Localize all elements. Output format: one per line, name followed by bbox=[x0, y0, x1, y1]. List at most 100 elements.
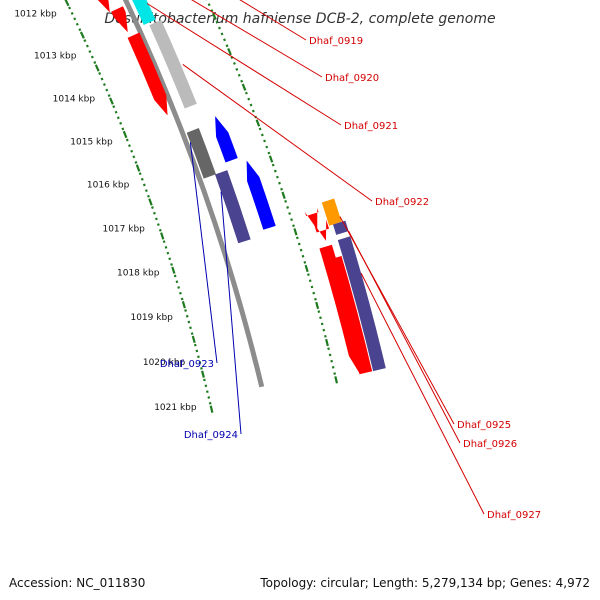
scale-tick bbox=[301, 254, 305, 258]
gene-leader-line bbox=[182, 64, 373, 202]
scale-tick bbox=[160, 232, 165, 240]
scale-tick bbox=[138, 172, 142, 176]
feature-arc bbox=[319, 244, 362, 375]
scale-tick bbox=[116, 116, 120, 120]
scale-tick bbox=[185, 314, 189, 318]
feature-arc bbox=[111, 6, 128, 33]
scale-tick bbox=[276, 175, 279, 179]
scale-tick bbox=[249, 103, 253, 107]
scale-label: 1018 kbp bbox=[117, 269, 160, 279]
scale-tick bbox=[193, 343, 197, 347]
scale-tick bbox=[90, 55, 94, 59]
scale-label: 1012 kbp bbox=[14, 10, 57, 20]
scale-tick bbox=[142, 183, 146, 187]
scale-tick bbox=[203, 378, 206, 382]
scale-tick bbox=[177, 286, 181, 289]
scale-tick bbox=[195, 349, 199, 353]
scale-tick bbox=[148, 198, 153, 206]
scale-tick bbox=[147, 194, 150, 198]
scale-label: 1015 kbp bbox=[70, 137, 113, 147]
scale-tick bbox=[240, 79, 244, 83]
feature-arc bbox=[186, 128, 216, 179]
scale-tick bbox=[121, 127, 125, 131]
scale-tick bbox=[88, 50, 92, 54]
scale-tick bbox=[179, 291, 182, 295]
gene-leader-line bbox=[146, 3, 342, 126]
scale-tick bbox=[255, 119, 261, 127]
scale-tick bbox=[207, 3, 211, 7]
scale-tick bbox=[265, 145, 269, 149]
scale-tick bbox=[299, 248, 303, 252]
feature-arc bbox=[313, 219, 330, 241]
feature-arc bbox=[246, 160, 276, 230]
feature-arc bbox=[97, 0, 110, 13]
scale-tick bbox=[122, 130, 128, 139]
gene-leader-line bbox=[239, 0, 307, 41]
scale-tick bbox=[333, 372, 336, 375]
scale-tick bbox=[324, 334, 327, 338]
scale-tick bbox=[208, 402, 212, 405]
gene-label: Dhaf_0926 bbox=[463, 439, 517, 450]
scale-tick bbox=[331, 366, 335, 369]
gene-label: Dhaf_0927 bbox=[487, 510, 541, 521]
scale-tick bbox=[156, 223, 160, 226]
gene-leader-line bbox=[191, 0, 323, 78]
scale-tick bbox=[134, 161, 138, 164]
scale-tick bbox=[286, 206, 290, 209]
scale-tick bbox=[220, 32, 224, 36]
scale-tick bbox=[293, 228, 298, 236]
scale-tick bbox=[201, 370, 205, 378]
scale-tick bbox=[79, 31, 85, 39]
scale-tick bbox=[184, 309, 187, 312]
scale-tick bbox=[308, 279, 312, 283]
scale-tick bbox=[189, 326, 192, 330]
scale-tick bbox=[307, 273, 310, 277]
feature-arc bbox=[321, 198, 342, 226]
scale-tick bbox=[207, 396, 211, 399]
gene-label: Dhaf_0922 bbox=[375, 197, 429, 208]
scale-tick bbox=[158, 228, 162, 232]
scale-tick bbox=[215, 20, 219, 24]
scale-tick bbox=[241, 83, 247, 91]
scale-label: 1013 kbp bbox=[34, 52, 77, 62]
scale-tick bbox=[93, 61, 97, 64]
scale-tick bbox=[128, 144, 131, 148]
scale-tick bbox=[232, 62, 236, 65]
scale-tick bbox=[114, 110, 118, 114]
feature-arc bbox=[332, 220, 349, 235]
gene-label: Dhaf_0921 bbox=[344, 121, 398, 132]
scale-tick bbox=[191, 335, 196, 344]
scale-tick bbox=[273, 169, 277, 173]
scale-tick bbox=[297, 242, 301, 246]
scale-tick bbox=[100, 77, 104, 81]
scale-tick bbox=[70, 11, 74, 15]
scale-tick bbox=[109, 97, 114, 105]
scale-tick bbox=[171, 266, 176, 274]
scale-tick bbox=[198, 361, 202, 364]
scale-tick bbox=[223, 38, 226, 42]
scale-tick bbox=[187, 320, 191, 324]
scale-tick bbox=[334, 376, 339, 384]
scale-tick bbox=[268, 155, 274, 163]
scale-tick bbox=[271, 163, 275, 167]
scale-tick bbox=[225, 44, 229, 48]
scale-tick bbox=[211, 12, 217, 21]
scale-tick bbox=[168, 257, 172, 261]
map-title: Desulfitobacterium hafniense DCB-2, comp… bbox=[104, 11, 495, 27]
gene-labels: Dhaf_0919 Dhaf_0920 Dhaf_0921 Dhaf_0922 Dhaf… bbox=[160, 36, 541, 521]
scale-tick bbox=[284, 199, 288, 203]
scale-tick bbox=[98, 72, 102, 75]
scale-tick bbox=[64, 0, 70, 7]
scale-tick bbox=[227, 47, 232, 56]
scale-tick bbox=[267, 151, 271, 155]
scale-tick bbox=[197, 355, 200, 359]
scale-label: 1021 kbp bbox=[154, 403, 197, 413]
scale-tick bbox=[112, 105, 116, 109]
scale-tick bbox=[75, 22, 79, 26]
scale-tick bbox=[164, 245, 168, 249]
scale-label: 1014 kbp bbox=[53, 94, 96, 104]
scale-tick bbox=[173, 274, 177, 278]
scale-tick bbox=[303, 261, 307, 264]
scale-tick bbox=[295, 236, 299, 240]
